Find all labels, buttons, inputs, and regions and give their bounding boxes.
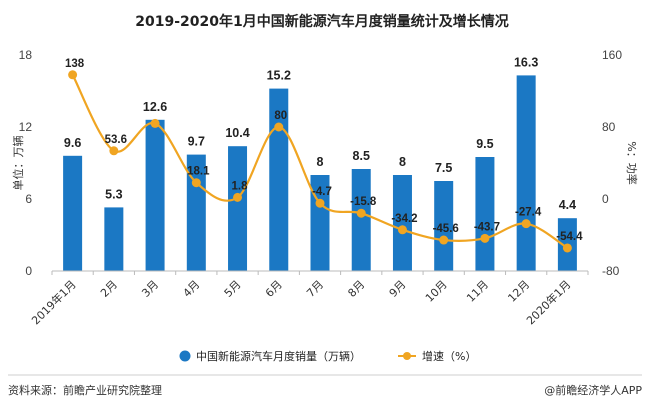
growth-point [521, 219, 531, 229]
bar-value-label: 5.3 [105, 187, 122, 201]
growth-point [315, 198, 325, 208]
bar-value-label: 8.5 [353, 149, 370, 163]
x-tick-label: 10月 [423, 278, 450, 305]
bar [104, 207, 124, 271]
bar-value-label: 9.5 [476, 137, 493, 151]
x-tick-label: 2019年1月 [29, 277, 79, 327]
chart-title: 2019-2020年1月中国新能源汽车月度销量统计及增长情况 [135, 13, 508, 30]
source-note: 资料来源：前瞻产业研究院整理 [8, 383, 162, 397]
growth-value-label: 1.8 [232, 180, 249, 192]
y2-tick-label: 160 [602, 48, 622, 62]
growth-value-label: -27.4 [515, 207, 542, 219]
bar [63, 155, 83, 271]
bar-value-label: 9.6 [64, 136, 81, 150]
y2-tick-label: 80 [602, 120, 616, 134]
y-tick-label: 12 [19, 120, 33, 134]
bar [310, 175, 330, 271]
bar-value-label: 12.6 [143, 100, 167, 114]
growth-value-label: -34.2 [391, 213, 417, 225]
data-labels: 9.6 5.3 12.6 9.7 10.4 15.2 8 8.5 8 7.5 9.5 16.3 4.4 1… [64, 55, 583, 243]
growth-value-label: -45.6 [433, 223, 459, 235]
x-tick-label: 7月 [304, 278, 326, 300]
legend-bar-label: 中国新能源汽车月度销量（万辆） [196, 349, 361, 363]
growth-point [480, 233, 490, 243]
growth-point [150, 118, 160, 128]
bar [145, 119, 165, 271]
growth-point [562, 243, 572, 253]
y-tick-label: 18 [19, 48, 33, 62]
bar-value-label: 7.5 [435, 161, 452, 175]
x-tick-label: 8月 [345, 278, 367, 300]
legend-line-label: 增速（%） [422, 349, 476, 363]
bar [269, 88, 289, 271]
line-series [68, 70, 572, 253]
x-tick-label: 5月 [222, 278, 244, 300]
growth-value-label: 18.1 [187, 166, 210, 178]
y-tick-label: 6 [25, 192, 32, 206]
x-tick-label: 4月 [181, 278, 203, 300]
bar [434, 181, 454, 271]
growth-point [439, 235, 449, 245]
y2-tick-label: -80 [602, 264, 620, 278]
x-tick-label: 12月 [505, 278, 532, 305]
bar-value-label: 16.3 [514, 55, 538, 69]
bar-series [63, 75, 577, 272]
legend: 中国新能源汽车月度销量（万辆） 增速（%） [179, 349, 476, 363]
x-tick-label: 9月 [387, 278, 409, 300]
growth-point [68, 70, 78, 80]
growth-value-label: 138 [65, 58, 85, 70]
brand-watermark: @前瞻经济学人APP [544, 383, 642, 397]
x-tick-label: 6月 [263, 278, 285, 300]
bar [516, 75, 536, 272]
bar-value-label: 8 [317, 155, 324, 169]
growth-value-label: 80 [274, 110, 287, 122]
x-tick-label: 2020年1月 [523, 277, 573, 327]
growth-point [233, 192, 243, 202]
legend-bar-swatch [179, 350, 191, 362]
bar-value-label: 15.2 [267, 69, 291, 83]
x-tick-label: 3月 [139, 278, 161, 300]
bar-value-label: 4.4 [559, 198, 576, 212]
bar [351, 169, 371, 271]
legend-line-marker [403, 352, 411, 360]
x-tick-label: 11月 [464, 278, 491, 305]
bar [475, 157, 495, 271]
bar [392, 175, 412, 271]
growth-value-label: -15.8 [350, 196, 377, 208]
growth-point [356, 208, 366, 218]
growth-point [397, 225, 407, 235]
y2-tick-label: 0 [602, 192, 609, 206]
bar-value-label: 10.4 [225, 126, 249, 140]
growth-point [109, 146, 119, 156]
x-tick-label: 2月 [98, 278, 120, 300]
growth-value-label: -4.7 [312, 186, 332, 198]
growth-value-label: -43.7 [474, 221, 500, 233]
bar-value-label: 8 [399, 155, 406, 169]
growth-value-label: 53.6 [105, 134, 127, 146]
y-axis-title: 单位：万辆 [11, 136, 25, 191]
growth-point [191, 178, 201, 188]
y2-axis-title: %：功率 [625, 141, 639, 184]
growth-value-label: -54.4 [556, 231, 583, 243]
bar-value-label: 9.7 [188, 135, 205, 149]
y-tick-label: 0 [25, 264, 32, 278]
bar [228, 146, 248, 271]
growth-point [274, 122, 284, 132]
bar [186, 154, 206, 271]
